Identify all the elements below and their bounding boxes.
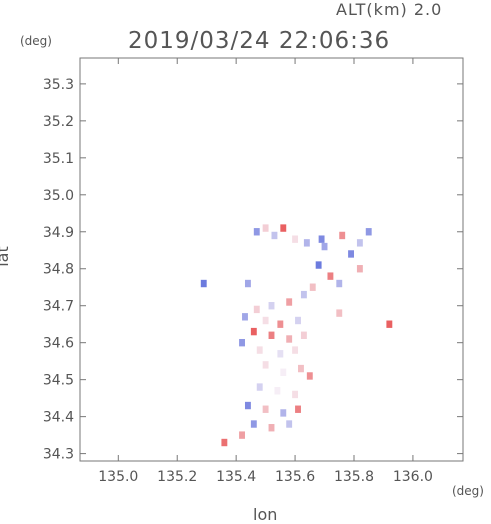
y-tick-label: 35.3	[43, 77, 74, 93]
reflectivity-cells-layer	[200, 224, 393, 447]
reflectivity-cell	[286, 420, 293, 428]
reflectivity-cell	[268, 331, 275, 339]
reflectivity-cell	[300, 331, 307, 339]
reflectivity-cell	[262, 316, 269, 325]
reflectivity-cell	[292, 235, 299, 243]
reflectivity-cell	[221, 438, 228, 447]
reflectivity-cell	[365, 228, 372, 236]
reflectivity-cell	[262, 405, 269, 413]
y-tick-label: 34.6	[43, 336, 74, 352]
reflectivity-cell	[295, 316, 301, 325]
x-tick-label: 135.2	[157, 469, 197, 485]
reflectivity-cell	[277, 320, 284, 328]
reflectivity-cell	[274, 387, 281, 395]
y-tick-label: 34.7	[43, 299, 74, 315]
y-tick-label: 34.3	[43, 447, 74, 463]
reflectivity-cell	[356, 265, 363, 273]
altitude-label: ALT(km) 2.0	[336, 0, 443, 19]
x-tick-label: 135.6	[275, 469, 315, 485]
reflectivity-cell	[300, 290, 307, 299]
y-tick-label: 35.0	[43, 188, 74, 204]
reflectivity-cell	[262, 224, 269, 232]
y-tick-label: 34.5	[43, 373, 74, 389]
y-tick-label: 34.4	[43, 410, 74, 426]
reflectivity-cell	[315, 261, 322, 269]
reflectivity-cell	[318, 235, 325, 243]
reflectivity-cell	[268, 302, 275, 310]
reflectivity-cell	[303, 239, 310, 247]
x-axis-unit: (deg)	[452, 484, 484, 498]
reflectivity-cell	[244, 279, 251, 288]
reflectivity-cell	[306, 372, 313, 380]
y-tick-label: 34.9	[43, 225, 74, 241]
x-tick-label: 136.0	[393, 469, 433, 485]
reflectivity-cell	[386, 320, 393, 328]
reflectivity-cell	[339, 231, 346, 240]
reflectivity-cell	[242, 313, 248, 321]
x-tick-label: 135.8	[334, 469, 374, 485]
x-tick-label: 135.4	[216, 469, 256, 485]
reflectivity-cell	[239, 431, 245, 439]
reflectivity-cell	[253, 228, 260, 236]
reflectivity-cell	[286, 335, 293, 343]
reflectivity-cell	[268, 424, 275, 432]
axis-ticks-layer: 135.0 135.2 135.4 135.6 135.8 136.0 34.3 34.4 34…	[43, 58, 463, 485]
reflectivity-cell	[262, 361, 269, 369]
reflectivity-cell	[253, 305, 260, 314]
reflectivity-cell	[256, 383, 263, 391]
reflectivity-cell	[327, 272, 334, 280]
reflectivity-cell	[356, 239, 363, 247]
reflectivity-cell	[292, 346, 299, 354]
reflectivity-cell	[271, 231, 278, 240]
reflectivity-cell	[321, 242, 328, 251]
reflectivity-cell	[298, 364, 304, 373]
y-tick-label: 34.8	[43, 262, 74, 278]
y-tick-label: 35.2	[43, 114, 74, 130]
reflectivity-cell	[200, 279, 207, 288]
x-tick-label: 135.0	[98, 469, 138, 485]
reflectivity-cell	[336, 309, 343, 317]
reflectivity-cell	[286, 298, 293, 306]
reflectivity-cell	[309, 283, 316, 291]
reflectivity-cell	[280, 409, 287, 417]
x-axis-label: lon	[253, 505, 278, 524]
reflectivity-cell	[239, 338, 245, 347]
y-tick-label: 35.1	[43, 151, 74, 167]
reflectivity-cell	[277, 350, 284, 358]
reflectivity-cell	[250, 420, 257, 428]
reflectivity-cell	[250, 327, 257, 336]
timestamp-title: 2019/03/24 22:06:36	[128, 28, 391, 54]
reflectivity-cell	[292, 390, 299, 399]
y-axis-unit: (deg)	[20, 34, 52, 48]
reflectivity-cell	[348, 250, 354, 258]
reflectivity-cell	[280, 224, 287, 232]
reflectivity-cell	[280, 368, 287, 376]
reflectivity-cell	[244, 401, 251, 410]
reflectivity-cell	[336, 279, 343, 288]
plot-frame	[79, 57, 464, 462]
reflectivity-cell	[256, 346, 263, 354]
reflectivity-cell	[295, 405, 301, 413]
